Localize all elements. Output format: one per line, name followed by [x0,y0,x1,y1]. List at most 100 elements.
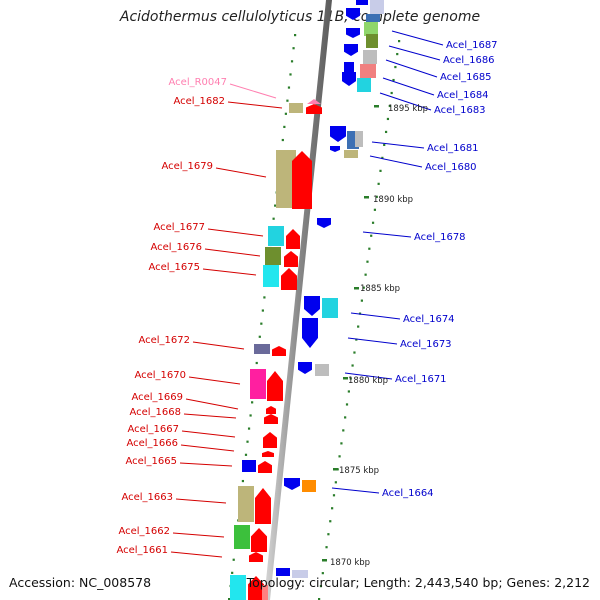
guide-dot [366,260,369,263]
gene-label[interactable]: Acel_1675 [148,262,200,273]
ruler-tick [364,196,369,199]
gene-label[interactable]: Acel_1682 [173,96,225,107]
gene-block [370,0,384,14]
guide-dot [327,533,330,536]
guide-dot [383,143,386,147]
gene-label[interactable]: Acel_1672 [138,335,190,346]
map-title: Acidothermus cellulolyticus 11B, complet… [119,9,481,25]
guide-dot [351,364,354,367]
gene-arrow-forward [262,451,274,457]
ruler-label: 1885 kbp [360,284,400,294]
label-leader-line [179,462,233,467]
gene-label[interactable]: Acel_1674 [403,314,455,325]
guide-dot [247,427,251,430]
gene-block [234,525,250,549]
label-leader-line [183,413,237,419]
label-leader-line [204,248,261,257]
gene-label[interactable]: Acel_1684 [437,90,489,101]
gene-label[interactable]: Acel_1680 [425,162,477,173]
gene-label[interactable]: Acel_1668 [129,407,181,418]
gene-arrow-forward [267,371,283,401]
guide-dot [347,390,350,393]
gene-label[interactable]: Acel_1671 [395,374,447,385]
gene-label[interactable]: Acel_1666 [126,438,178,449]
guide-dot [388,104,391,108]
label-leader-line [215,167,267,178]
gene-block [265,247,281,265]
gene-label[interactable]: Acel_1676 [150,242,202,253]
gene-arrow-reverse [342,72,356,86]
guide-dot [284,112,287,115]
guide-dot [290,60,294,63]
guide-dot [384,130,388,134]
ruler-tick [333,468,338,471]
label-leader-line [382,77,435,96]
gene-arrow-forward [255,488,271,524]
guide-dot [286,99,289,102]
gene-label[interactable]: Acel_1669 [131,392,183,403]
gene-block [344,62,354,72]
gene-block [276,568,290,576]
guide-dot [283,125,286,129]
label-leader-line [379,92,432,111]
gene-label[interactable]: Acel_1670 [134,370,186,381]
gene-label[interactable]: Acel_1685 [440,72,492,83]
guide-dot [353,351,356,354]
gene-label[interactable]: Acel_1673 [400,339,452,350]
gene-label[interactable]: Acel_1662 [118,526,170,537]
gene-label[interactable]: Acel_R0047 [169,77,228,88]
gene-block [263,265,279,287]
gene-label[interactable]: Acel_1681 [427,143,479,154]
gene-block [356,0,368,5]
gene-label[interactable]: Acel_1677 [153,222,205,233]
gene-label[interactable]: Acel_1663 [121,492,173,503]
gene-block [268,226,284,246]
guide-dot [261,309,264,312]
guide-dot [255,361,258,365]
guide-dot [342,429,345,432]
label-leader-line [188,376,241,385]
guide-dot [318,598,321,600]
gene-arrow-reverse [317,218,331,228]
guide-dot [338,455,341,458]
guide-dot [370,234,373,237]
ruler-label: 1890 kbp [373,195,413,205]
gene-label[interactable]: Acel_1664 [382,488,434,499]
guide-dot [249,414,252,417]
guide-dot [319,585,323,588]
guide-dot [241,479,245,483]
gene-arrow-reverse [346,8,360,20]
guide-dot [329,520,332,523]
gene-label[interactable]: Acel_1679 [161,161,213,172]
gene-label[interactable]: Acel_1665 [125,456,177,467]
gene-arrow-reverse [346,28,360,38]
gene-label[interactable]: Acel_1683 [434,105,486,116]
guide-dot [375,195,378,198]
gene-label[interactable]: Acel_1678 [414,232,466,243]
gene-block [262,585,268,600]
gene-block [302,480,316,492]
guide-dot [294,34,297,37]
gene-arrow-forward [266,406,276,414]
gene-block [230,575,246,600]
gene-block [322,298,338,318]
gene-block [366,14,380,22]
label-leader-line [369,155,423,168]
ruler-ticks [322,105,379,562]
ruler-tick [322,559,327,562]
gene-arrow-forward [264,414,278,424]
gene-label[interactable]: Acel_1667 [127,424,179,435]
guide-dot [260,322,263,325]
gene-label[interactable]: Acel_1661 [116,545,168,556]
genome-summary: Topology: circular; Length: 2,443,540 bp… [246,575,590,590]
guide-dot [251,401,254,404]
gene-label[interactable]: Acel_1687 [446,40,498,51]
label-leader-line [170,551,223,558]
label-leader-line [347,337,398,345]
gene-arrow-reverse [298,362,312,374]
label-leader-line [362,231,412,238]
guide-dot [344,416,347,419]
gene-label[interactable]: Acel_1686 [443,55,495,66]
